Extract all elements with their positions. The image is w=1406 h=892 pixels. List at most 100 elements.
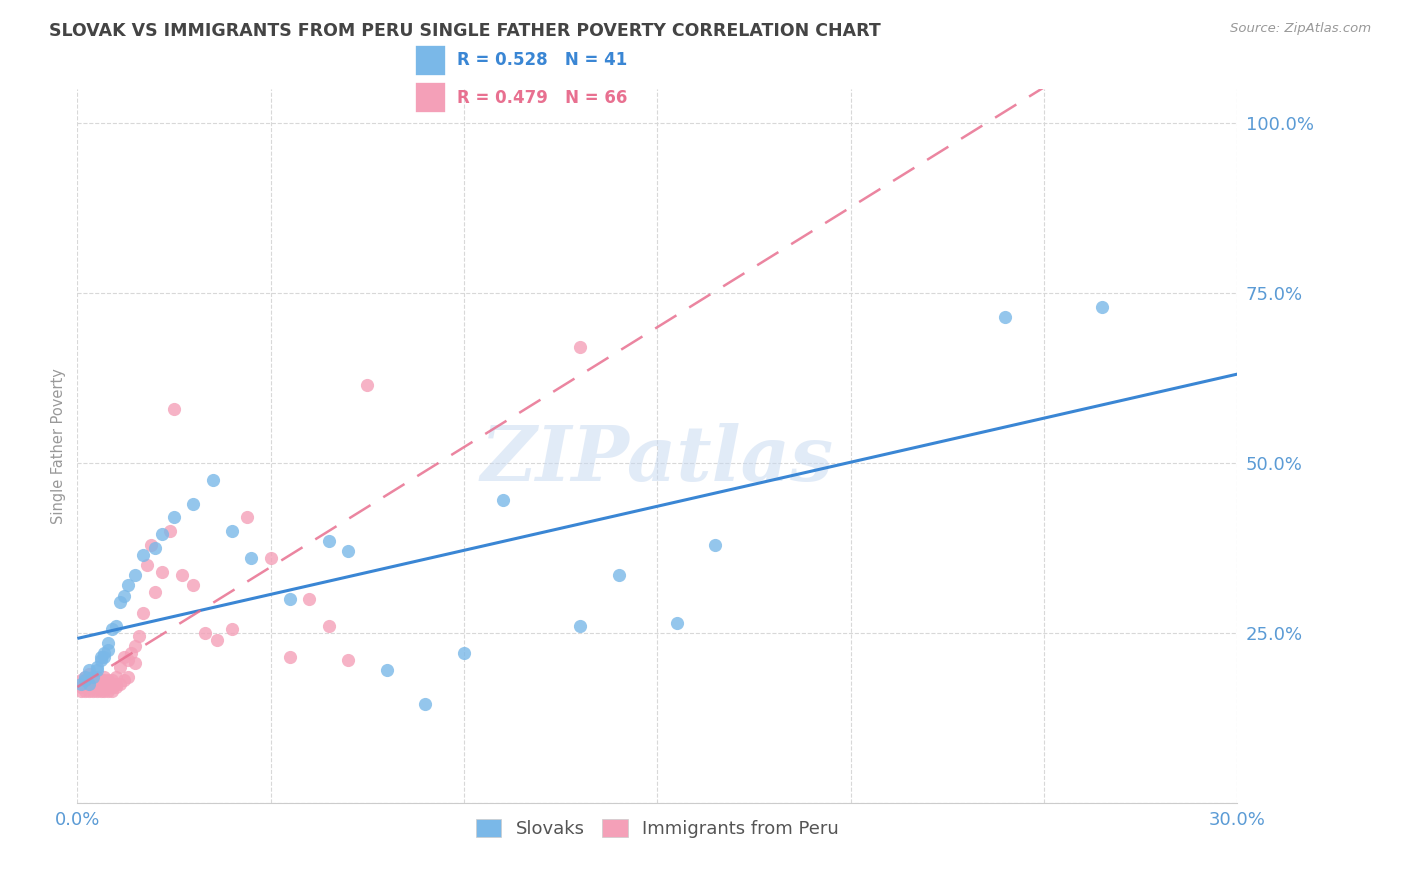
Point <box>205 632 228 647</box>
Point <box>665 615 688 630</box>
Point <box>117 653 139 667</box>
Point <box>90 673 111 688</box>
Point <box>152 527 174 541</box>
Point <box>70 680 93 694</box>
Point <box>82 683 104 698</box>
Point <box>90 649 111 664</box>
Point <box>221 524 243 538</box>
Point <box>260 551 283 566</box>
Point <box>124 657 146 671</box>
Y-axis label: Single Father Poverty: Single Father Poverty <box>51 368 66 524</box>
Point <box>108 660 131 674</box>
Point <box>70 683 93 698</box>
Point <box>82 670 104 684</box>
Point <box>90 683 111 698</box>
Point <box>77 677 100 691</box>
Point <box>101 673 124 688</box>
Point <box>77 677 100 691</box>
Point <box>318 534 340 549</box>
Point <box>375 663 398 677</box>
Point <box>108 595 131 609</box>
Point <box>194 626 217 640</box>
Point <box>117 670 139 684</box>
Point <box>86 670 108 684</box>
Point <box>82 670 104 684</box>
Point <box>75 677 96 691</box>
Point <box>356 377 378 392</box>
Point <box>108 677 131 691</box>
Point <box>101 683 124 698</box>
Point <box>143 585 166 599</box>
Point <box>1091 300 1114 314</box>
Text: ZIPatlas: ZIPatlas <box>481 424 834 497</box>
Point <box>318 619 340 633</box>
Point <box>75 673 96 688</box>
Point <box>163 401 186 416</box>
Point <box>132 548 155 562</box>
Legend: Slovaks, Immigrants from Peru: Slovaks, Immigrants from Peru <box>467 811 848 847</box>
Text: R = 0.479   N = 66: R = 0.479 N = 66 <box>457 88 627 107</box>
Point <box>97 683 120 698</box>
Point <box>337 544 360 558</box>
Point <box>97 636 120 650</box>
Point <box>70 673 93 688</box>
Point <box>704 537 727 551</box>
Point <box>82 680 104 694</box>
Point <box>236 510 259 524</box>
Point <box>77 680 100 694</box>
Text: Source: ZipAtlas.com: Source: ZipAtlas.com <box>1230 22 1371 36</box>
Point <box>569 341 592 355</box>
Point <box>77 663 100 677</box>
Point <box>97 643 120 657</box>
Point <box>77 683 100 698</box>
Point <box>86 663 108 677</box>
Point <box>117 578 139 592</box>
Point <box>101 680 124 694</box>
Point <box>93 649 115 664</box>
Point <box>75 670 96 684</box>
Point <box>93 646 115 660</box>
Point <box>143 541 166 555</box>
Point <box>337 653 360 667</box>
Point <box>105 677 127 691</box>
Point <box>105 680 127 694</box>
Point <box>77 673 100 688</box>
Point <box>93 683 115 698</box>
Point <box>86 683 108 698</box>
Point <box>93 680 115 694</box>
Point <box>139 537 162 551</box>
Point <box>86 677 108 691</box>
Point <box>159 524 181 538</box>
Point <box>97 680 120 694</box>
Point <box>607 568 630 582</box>
Point <box>86 660 108 674</box>
Point <box>124 568 146 582</box>
Point <box>413 698 436 712</box>
Point <box>112 589 135 603</box>
Point <box>221 623 243 637</box>
Point <box>163 510 186 524</box>
Point <box>170 568 193 582</box>
Point <box>70 677 93 691</box>
Point <box>90 680 111 694</box>
Point <box>124 640 146 654</box>
Point <box>128 629 150 643</box>
Point <box>75 683 96 698</box>
Point <box>994 310 1017 324</box>
Point <box>298 591 321 606</box>
Point <box>136 558 159 572</box>
Point <box>183 497 205 511</box>
Point <box>183 578 205 592</box>
Point <box>86 680 108 694</box>
Point <box>75 680 96 694</box>
Point <box>492 493 515 508</box>
Point <box>77 666 100 681</box>
Text: SLOVAK VS IMMIGRANTS FROM PERU SINGLE FATHER POVERTY CORRELATION CHART: SLOVAK VS IMMIGRANTS FROM PERU SINGLE FA… <box>49 22 882 40</box>
Point <box>97 673 120 688</box>
Point <box>105 619 127 633</box>
Point <box>278 649 301 664</box>
Point <box>112 649 135 664</box>
Point <box>569 619 592 633</box>
Point <box>82 673 104 688</box>
Point <box>93 670 115 684</box>
